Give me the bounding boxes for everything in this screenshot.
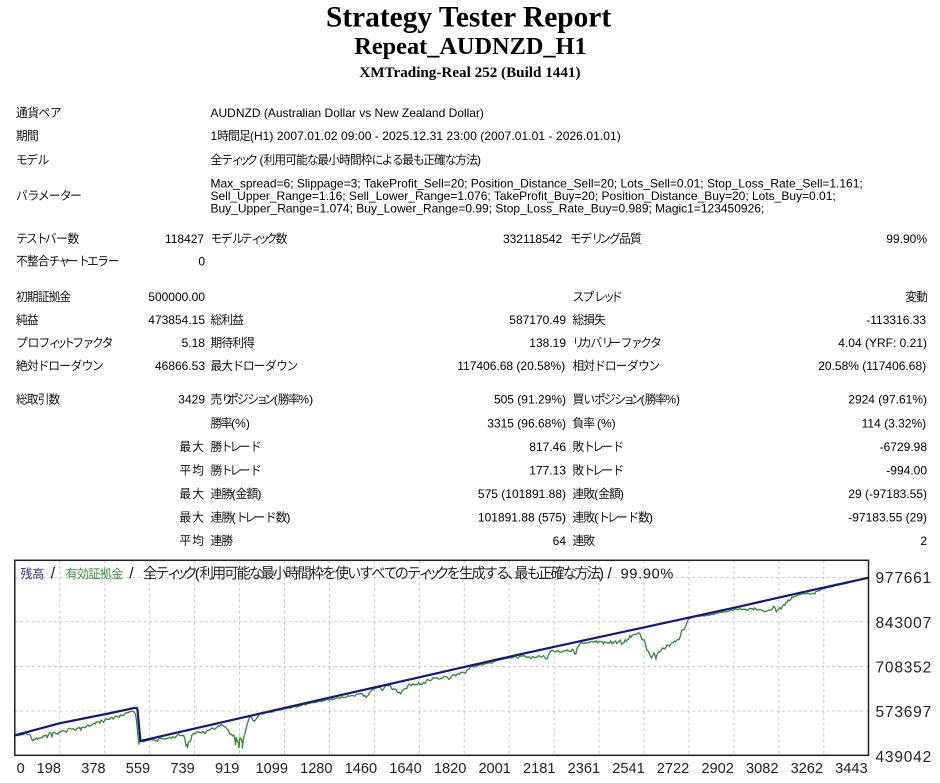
svg-text:573697: 573697 [876,704,933,721]
svg-text:2902: 2902 [701,761,733,777]
svg-text:/: / [129,565,134,582]
svg-text:2722: 2722 [657,761,689,777]
svg-text:114 (3.32%): 114 (3.32%) [862,417,926,431]
svg-text:2: 2 [920,534,927,548]
svg-text:): ) [257,487,261,501]
svg-text:575 (101891.88): 575 (101891.88) [478,487,566,501]
svg-text:%): %) [665,393,680,407]
svg-text:/: / [608,565,613,582]
svg-text:439042: 439042 [876,749,933,766]
svg-text:559: 559 [126,761,150,777]
svg-text:46866.53: 46866.53 [155,359,205,373]
svg-text:/: / [51,565,56,582]
svg-text:473854.15: 473854.15 [148,313,205,327]
svg-text:2181: 2181 [523,761,555,777]
svg-text:2541: 2541 [612,761,644,777]
svg-text:177.13: 177.13 [529,464,566,478]
svg-text:20.58% (117406.68): 20.58% (117406.68) [818,359,926,373]
svg-text:-994.00: -994.00 [886,464,927,478]
svg-text:843007: 843007 [876,615,933,632]
svg-text:198: 198 [37,761,61,777]
svg-text:1820: 1820 [434,761,466,777]
svg-text:-113316.33: -113316.33 [866,313,926,327]
svg-text:919: 919 [215,761,239,777]
svg-text:2001: 2001 [478,761,510,777]
svg-text:3443: 3443 [835,761,867,777]
svg-text:): ) [599,566,604,582]
svg-text:(: ( [256,153,263,167]
svg-text:(: ( [594,487,598,501]
svg-text:(: ( [195,566,200,582]
svg-text:3315 (96.68%): 3315 (96.68%) [487,417,566,431]
svg-text:1099: 1099 [256,761,288,777]
svg-text:(: ( [641,393,645,407]
svg-text:378: 378 [81,761,105,777]
svg-text:4.04 (YRF: 0.21): 4.04 (YRF: 0.21) [838,336,927,350]
svg-text:587170.49: 587170.49 [509,313,566,327]
svg-text:): ) [477,153,481,167]
svg-text:117406.68 (20.58%): 117406.68 (20.58%) [457,359,565,373]
svg-text:-6729.98: -6729.98 [880,440,928,454]
svg-text:): ) [286,511,290,525]
svg-text:-97183.55 (29): -97183.55 (29) [848,511,927,525]
svg-text:739: 739 [170,761,194,777]
svg-text:XMTrading-Real 252 (Build 1441: XMTrading-Real 252 (Build 1441) [359,65,580,81]
svg-text:977661: 977661 [876,570,933,587]
svg-text:817.46: 817.46 [529,440,566,454]
svg-text:): ) [649,511,653,525]
svg-text:%): %) [298,393,313,407]
svg-text:2361: 2361 [568,761,600,777]
svg-text:(%): (%) [594,417,616,431]
svg-text:AUDNZD (Australian Dollar vs N: AUDNZD (Australian Dollar vs New Zealand… [211,106,484,120]
svg-text:332118542: 332118542 [503,232,563,246]
svg-text:(%): (%) [231,417,250,431]
svg-text:1640: 1640 [389,761,421,777]
svg-text:101891.88 (575): 101891.88 (575) [478,511,566,525]
svg-text:505 (91.29%): 505 (91.29%) [494,393,566,407]
svg-text:99.90%: 99.90% [886,232,927,246]
svg-text:Max_spread=6; Slippage=3; Take: Max_spread=6; Slippage=3; TakeProfit_Sel… [211,176,863,190]
svg-text:99.90%: 99.90% [621,566,674,582]
svg-text:Repeat_AUDNZD_H1: Repeat_AUDNZD_H1 [354,33,586,60]
svg-text:Buy_Upper_Range=1.074; Buy_Low: Buy_Upper_Range=1.074; Buy_Lower_Range=0… [211,202,765,216]
svg-text:3082: 3082 [746,761,778,777]
svg-text:3262: 3262 [791,761,823,777]
svg-text:0: 0 [17,761,25,777]
svg-text:5.18: 5.18 [182,336,206,350]
svg-text:1460: 1460 [345,761,377,777]
svg-text:1: 1 [211,129,218,143]
svg-text:3429: 3429 [178,393,205,407]
svg-text:118427: 118427 [165,232,204,246]
svg-text:(: ( [274,393,278,407]
svg-text:2924 (97.61%): 2924 (97.61%) [848,393,927,407]
svg-text:(: ( [232,511,236,525]
svg-text:708352: 708352 [876,660,933,677]
svg-text:1280: 1280 [300,761,332,777]
svg-text:64: 64 [553,534,567,548]
svg-text:): ) [620,487,624,501]
svg-text:(: ( [594,511,598,525]
svg-text:500000.00: 500000.00 [148,290,205,304]
svg-text:Sell_Upper_Range=1.16; Sell_Lo: Sell_Upper_Range=1.16; Sell_Lower_Range=… [211,189,836,203]
svg-text:(: ( [232,487,236,501]
svg-text:Strategy Tester Report: Strategy Tester Report [326,2,611,34]
svg-text:29 (-97183.55): 29 (-97183.55) [848,487,927,501]
svg-text:(H1) 2007.01.02 09:00 - 2025.1: (H1) 2007.01.02 09:00 - 2025.12.31 23:00… [250,129,621,143]
svg-text:0: 0 [198,255,205,269]
svg-text:138.19: 138.19 [529,336,566,350]
